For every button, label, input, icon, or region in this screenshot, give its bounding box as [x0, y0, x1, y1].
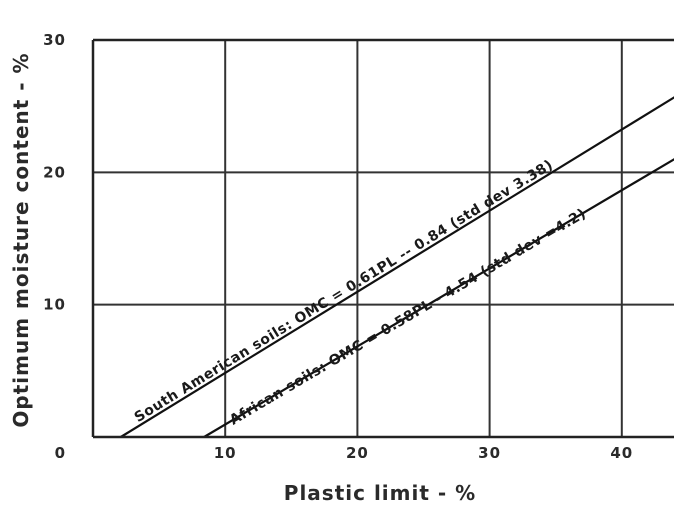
series-label-0: South American soils: OMC = 0.61PL -- 0.… [132, 157, 556, 426]
series-line-1 [203, 158, 674, 438]
grid-lines [93, 40, 674, 437]
y-axis-label: Optimum moisture content - % [9, 52, 33, 427]
tick-labels: 10 20 30 40 0 10 20 30 [43, 31, 633, 462]
series-lines [120, 96, 674, 438]
series-label-1: African soils: OMC = 0.58PL - 4.54 (std … [227, 206, 589, 429]
y-tick-label: 0 [55, 444, 66, 462]
y-tick-label: 10 [43, 296, 66, 314]
x-tick-label: 10 [214, 444, 237, 462]
series-line-0 [120, 96, 674, 438]
x-tick-label: 30 [478, 444, 501, 462]
x-tick-label: 40 [610, 444, 633, 462]
plot-frame [91, 38, 674, 439]
y-tick-label: 30 [43, 31, 66, 49]
series-labels: South American soils: OMC = 0.61PL -- 0.… [132, 157, 589, 429]
x-tick-label: 20 [346, 444, 369, 462]
y-tick-label: 20 [43, 163, 66, 181]
x-axis-label: Plastic limit - % [284, 481, 476, 505]
